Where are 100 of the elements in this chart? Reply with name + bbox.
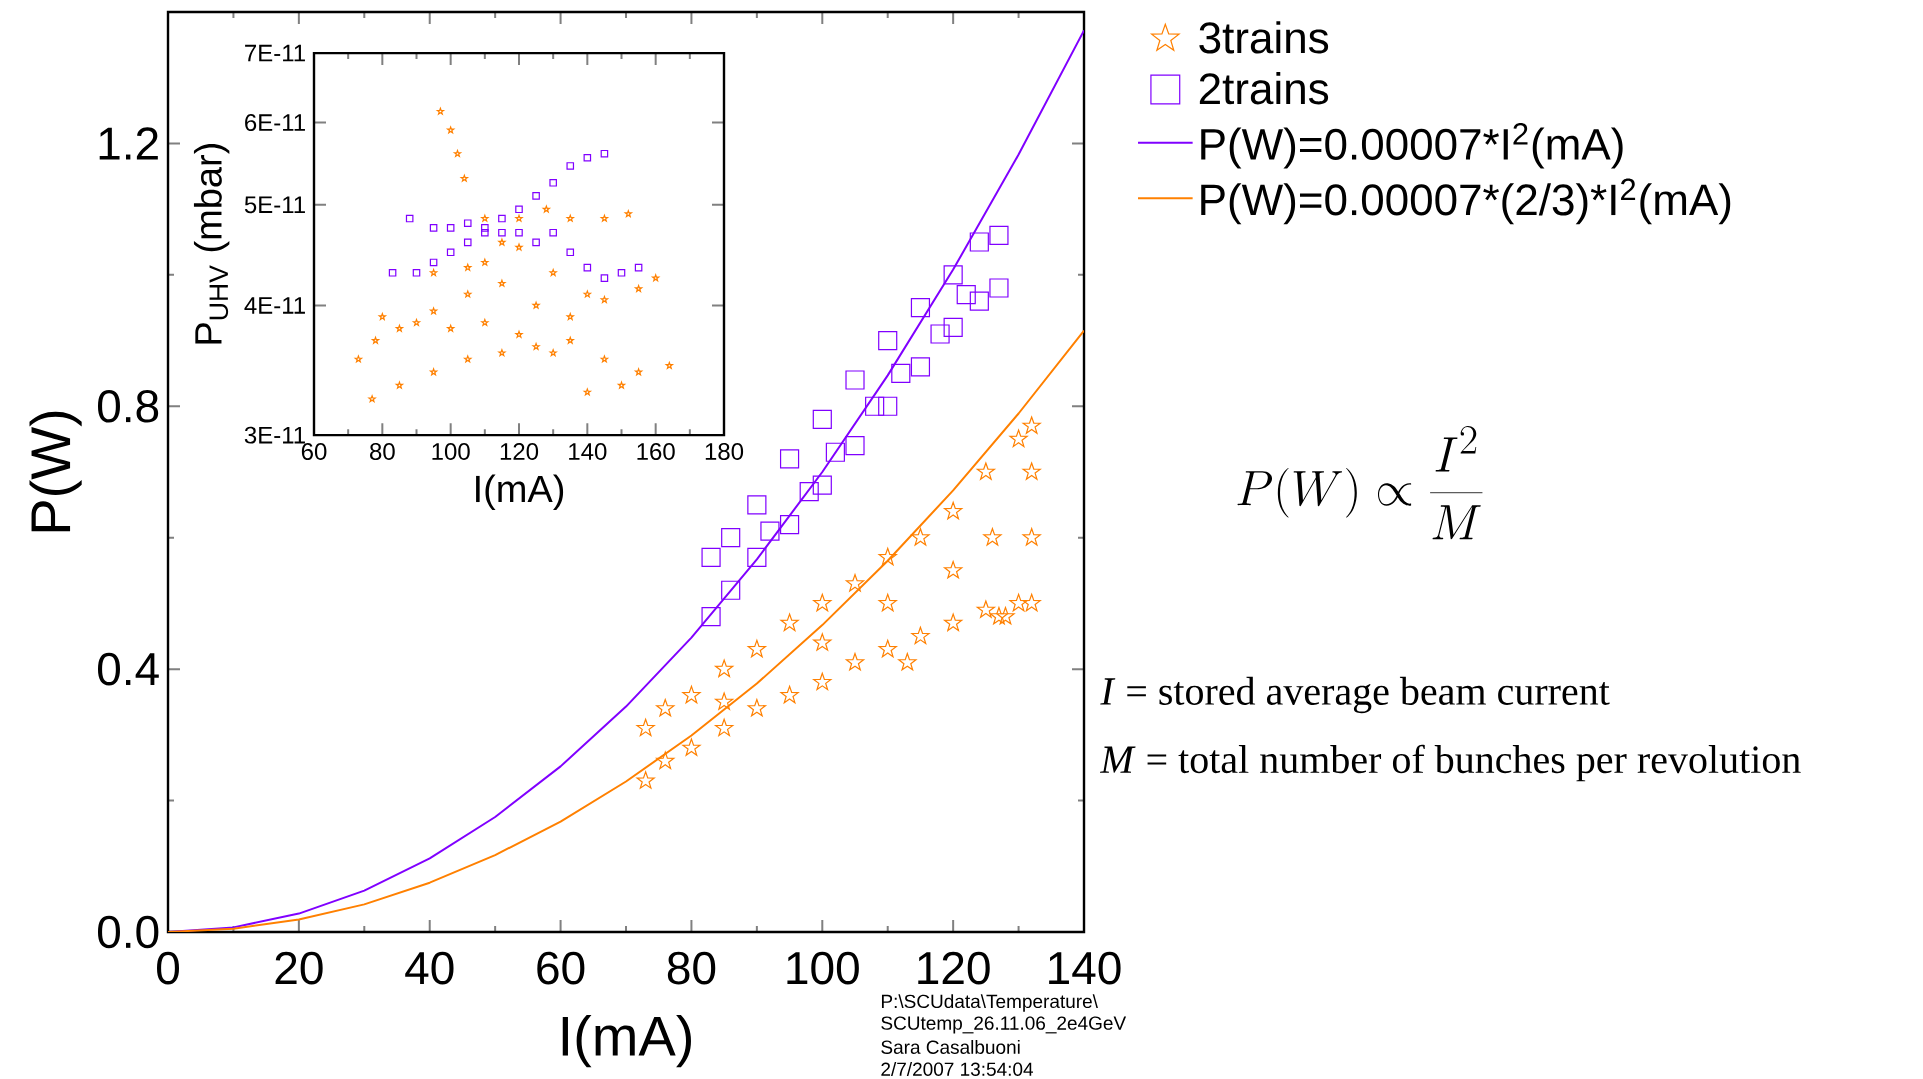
point <box>747 698 767 717</box>
point <box>388 269 397 277</box>
point <box>532 238 540 247</box>
x-tick-label: 100 <box>432 442 470 460</box>
x-tick-label: 80 <box>667 951 716 985</box>
point <box>549 228 557 237</box>
point <box>747 547 767 568</box>
point <box>779 514 800 535</box>
y-tick-label: 5E-11 <box>244 196 305 214</box>
point <box>976 462 996 480</box>
point <box>1022 593 1041 612</box>
point <box>481 228 489 237</box>
point <box>665 361 673 369</box>
point <box>549 349 557 357</box>
x-tick-label: 100 <box>787 951 859 985</box>
legend-label: P(W)=0.00007*(2/3)*I$^{2}$(mA) <box>1201 178 1731 225</box>
point <box>911 626 930 645</box>
point <box>1022 416 1041 434</box>
point <box>481 318 489 326</box>
point <box>498 214 506 223</box>
point <box>636 718 655 737</box>
point <box>878 593 897 612</box>
point <box>943 501 963 520</box>
point <box>600 296 609 303</box>
y-tick-label: 3E-11 <box>244 426 305 444</box>
point <box>652 274 660 282</box>
point <box>701 606 721 627</box>
point <box>600 149 609 158</box>
point <box>464 263 472 271</box>
point <box>371 336 380 344</box>
text: M = total number of bunches per revolution <box>1099 744 1801 782</box>
point <box>845 436 865 456</box>
point <box>812 409 832 430</box>
text: Sara Casalbuoni <box>881 1040 1020 1054</box>
point <box>498 228 506 237</box>
point <box>996 606 1015 625</box>
text: $P(W)\propto\frac{I^{2}}{M}$ <box>1237 426 1483 540</box>
point <box>989 225 1009 246</box>
x-tick-label: 120 <box>918 951 990 985</box>
point <box>481 214 489 222</box>
point <box>600 274 609 282</box>
point <box>865 396 885 416</box>
point <box>910 357 931 377</box>
point <box>532 342 540 350</box>
point <box>583 388 591 396</box>
point <box>636 771 655 789</box>
point <box>532 192 540 200</box>
point <box>583 290 591 298</box>
point <box>1022 462 1041 480</box>
point <box>714 718 734 737</box>
point <box>498 279 506 287</box>
point <box>930 324 950 344</box>
point <box>429 258 438 267</box>
y-axis-title: P(W) <box>29 411 82 532</box>
x-tick-label: 120 <box>500 442 539 460</box>
point <box>780 613 799 632</box>
point <box>566 248 575 257</box>
point <box>813 672 832 691</box>
point <box>1009 593 1028 612</box>
point <box>600 355 609 363</box>
y-tick-label: 6E-11 <box>245 114 305 132</box>
point <box>436 107 445 115</box>
point <box>446 224 455 232</box>
point <box>983 528 1002 546</box>
point <box>429 368 438 376</box>
point <box>812 475 832 495</box>
point <box>747 495 767 515</box>
legend-label: 3trains <box>1199 21 1329 54</box>
x-axis-title: I(mA) <box>476 474 564 510</box>
x-tick-label: 180 <box>705 442 744 460</box>
point <box>566 162 575 170</box>
point <box>429 307 438 315</box>
point <box>969 232 989 252</box>
x-tick-label: 160 <box>637 442 675 460</box>
x-tick-label: 60 <box>537 951 585 985</box>
point <box>943 613 963 632</box>
y-tick-label: 4E-11 <box>244 297 305 314</box>
x-tick-label: 0 <box>157 951 180 985</box>
point <box>378 313 386 321</box>
point <box>583 263 592 272</box>
point <box>453 149 462 157</box>
point <box>969 291 989 311</box>
point <box>395 381 404 389</box>
point <box>1009 429 1028 448</box>
point <box>447 126 455 134</box>
y-tick-label: 0.4 <box>97 652 159 686</box>
point <box>760 521 780 541</box>
point <box>721 528 741 548</box>
point <box>566 336 574 344</box>
point <box>682 685 701 704</box>
point <box>460 174 468 182</box>
point <box>956 284 976 305</box>
point <box>878 639 897 658</box>
point <box>429 269 438 276</box>
point <box>878 547 897 566</box>
point <box>747 639 767 658</box>
point <box>721 580 741 600</box>
point <box>463 219 472 227</box>
point <box>368 395 376 403</box>
point <box>656 751 675 770</box>
